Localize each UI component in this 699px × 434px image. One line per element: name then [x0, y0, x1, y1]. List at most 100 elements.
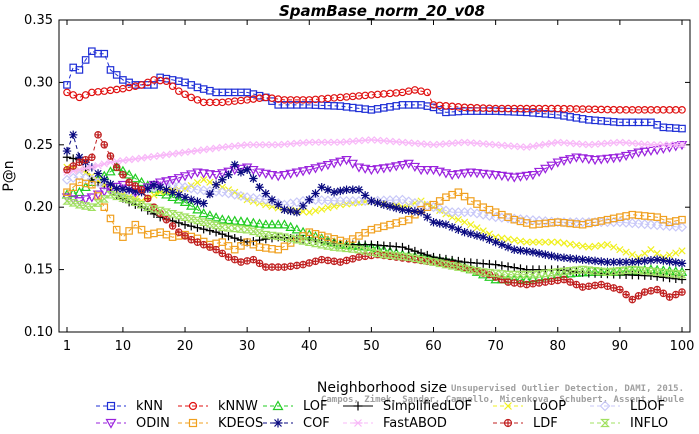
data-point — [63, 81, 71, 89]
data-point — [76, 159, 83, 166]
data-point — [460, 218, 469, 226]
data-point — [608, 154, 619, 164]
data-point — [99, 195, 109, 203]
data-point — [149, 180, 159, 189]
data-point — [329, 188, 339, 197]
data-point — [380, 222, 388, 231]
data-point — [353, 419, 363, 427]
data-point — [323, 242, 333, 250]
x-tick-label: 60 — [425, 339, 442, 354]
data-point — [236, 225, 246, 233]
data-point — [248, 227, 259, 236]
data-point — [322, 160, 334, 171]
data-point — [131, 186, 140, 196]
data-point — [342, 185, 351, 194]
data-point — [143, 184, 152, 193]
data-point — [229, 189, 240, 200]
data-point — [633, 266, 644, 275]
data-point — [565, 254, 575, 263]
data-point — [250, 256, 257, 263]
data-point — [131, 182, 140, 190]
data-point — [168, 82, 177, 90]
data-point — [477, 169, 489, 179]
data-point — [472, 267, 482, 275]
data-point — [130, 173, 141, 183]
data-point — [118, 156, 128, 165]
data-point — [150, 81, 158, 89]
data-point — [88, 154, 96, 161]
data-point — [280, 205, 289, 214]
data-point — [627, 265, 637, 274]
data-point — [600, 418, 610, 428]
data-point — [281, 263, 288, 271]
data-point — [566, 240, 574, 248]
data-point — [272, 400, 284, 411]
data-point — [484, 170, 495, 180]
data-point — [305, 208, 313, 216]
data-point — [81, 91, 90, 99]
data-point — [155, 183, 165, 192]
data-point — [472, 231, 482, 240]
data-point — [69, 183, 78, 192]
data-point — [465, 168, 477, 178]
data-point — [218, 175, 227, 184]
data-point — [621, 257, 631, 267]
data-point — [235, 190, 246, 202]
data-point — [235, 190, 246, 202]
data-point — [193, 197, 202, 206]
data-point — [460, 227, 469, 237]
data-point — [335, 243, 345, 252]
data-point — [285, 234, 296, 243]
data-point — [384, 163, 396, 173]
data-point — [199, 224, 208, 234]
data-point — [589, 155, 601, 166]
data-point — [353, 401, 363, 411]
data-point — [565, 267, 575, 275]
data-point — [497, 261, 507, 270]
data-point — [162, 77, 171, 85]
data-point — [291, 168, 303, 178]
data-point — [554, 238, 562, 246]
data-point — [324, 256, 332, 265]
data-point — [285, 221, 296, 231]
data-point — [267, 231, 277, 240]
data-point — [187, 93, 196, 102]
data-point — [217, 187, 228, 198]
data-point — [454, 225, 463, 234]
data-point — [639, 147, 650, 157]
data-point — [584, 256, 594, 265]
data-point — [503, 270, 513, 279]
data-point — [459, 169, 470, 179]
data-point — [522, 143, 531, 151]
data-point — [603, 257, 612, 267]
data-point — [678, 124, 686, 133]
data-point — [622, 248, 630, 256]
data-point — [311, 257, 320, 266]
data-point — [484, 268, 495, 277]
data-point — [503, 242, 513, 252]
data-point — [310, 164, 321, 174]
legend-entry-inflo: INFLO — [590, 416, 668, 431]
data-point — [645, 219, 656, 230]
data-point — [248, 217, 259, 227]
data-point — [94, 131, 102, 139]
data-point — [217, 223, 227, 231]
data-point — [74, 170, 85, 182]
data-point — [223, 214, 234, 225]
data-point — [614, 153, 626, 163]
data-point — [527, 170, 539, 181]
data-point — [585, 243, 593, 251]
data-point — [198, 208, 209, 218]
data-point — [112, 71, 121, 79]
data-point — [67, 188, 79, 198]
data-point — [540, 269, 550, 278]
data-point — [138, 186, 145, 193]
data-point — [503, 262, 513, 271]
data-point — [628, 257, 637, 267]
data-point — [479, 227, 487, 235]
data-point — [255, 235, 264, 245]
data-point — [678, 288, 686, 296]
data-point — [167, 175, 178, 186]
data-point — [540, 269, 550, 278]
data-point — [484, 170, 495, 180]
